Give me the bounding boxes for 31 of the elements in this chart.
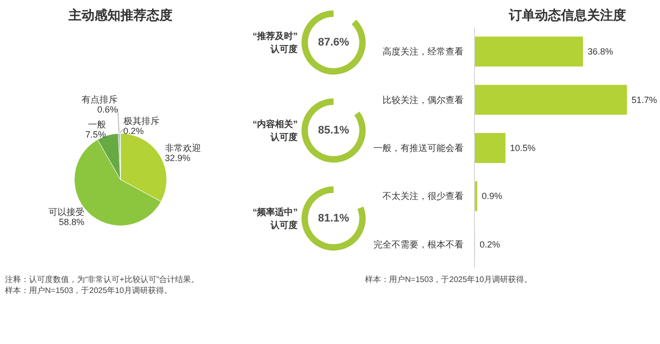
y-tick-label: 完全不需要，根本不看 xyxy=(374,239,464,250)
data-label: 0.2% xyxy=(480,239,500,250)
y-tick-label: 高度关注，经常查看 xyxy=(382,46,464,57)
data-label: 87.6% xyxy=(318,36,350,48)
slice-label: 极其排斥 xyxy=(122,116,160,126)
data-label: 10.5% xyxy=(510,143,536,153)
chart-title: 订单动态信息关注度 xyxy=(508,8,626,22)
data-label: 51.7% xyxy=(632,94,658,105)
slice-label: 非常欢迎 xyxy=(164,142,201,153)
data-label: 36.8% xyxy=(588,46,614,57)
slice-label: 一般 xyxy=(88,119,106,130)
y-tick-label: 一般，有推送可能会看 xyxy=(374,143,464,153)
text: “频率适中” 认可度 xyxy=(252,207,298,230)
data-label: 0.2% xyxy=(123,126,144,136)
data-label: 58.8% xyxy=(58,217,84,228)
data-label: 0.6% xyxy=(97,104,118,115)
data-label: 85.1% xyxy=(318,124,350,136)
slice-label: 可以接受 xyxy=(48,207,84,218)
text: “内容相关” 认可度 xyxy=(252,119,298,142)
slice-label: 有点排斥 xyxy=(82,94,118,105)
data-label: 0.9% xyxy=(482,191,502,202)
text: 样本：用户N=1503，于2025年10月调研获得。 xyxy=(365,275,532,286)
y-tick-label: 不太关注，很少查看 xyxy=(382,191,464,202)
text: “推荐及时” 认可度 xyxy=(252,31,298,54)
data-label: 32.9% xyxy=(164,152,190,163)
text: 样本：用户N=1503，于2025年10月调研获得。 xyxy=(5,286,172,295)
data-label: 7.5% xyxy=(85,129,106,140)
text: 注释：认可度数值，为“非常认可+比较认可”合计结果。 xyxy=(5,275,199,284)
chart-title: 主动感知推荐态度 xyxy=(68,8,172,22)
data-label: 81.1% xyxy=(318,212,350,224)
y-tick-label: 比较关注，偶尔查看 xyxy=(382,94,464,105)
